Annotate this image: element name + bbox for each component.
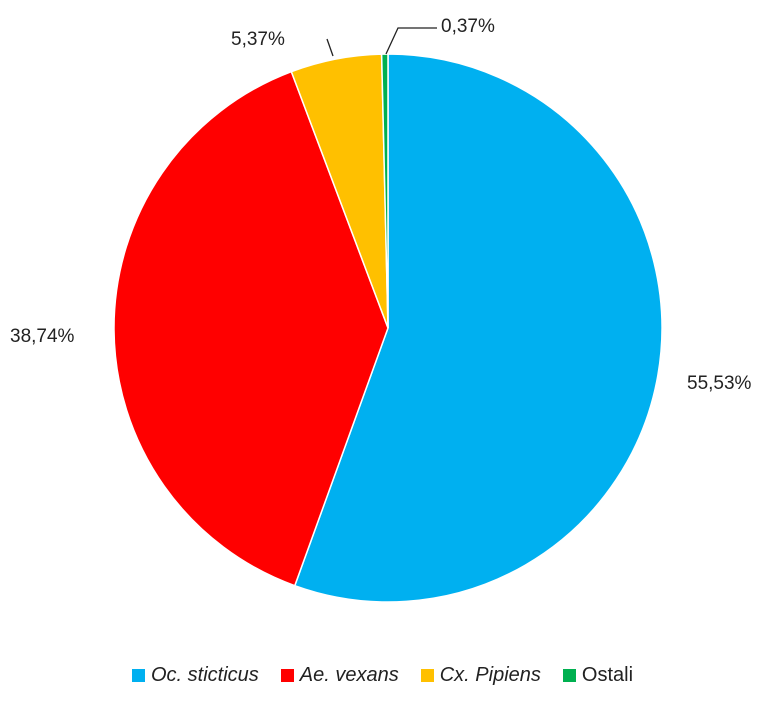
legend-label: Ae. vexans (299, 663, 399, 686)
legend-label: Cx. Pipiens (439, 663, 541, 686)
legend-item: Cx. Pipiens (420, 663, 541, 687)
legend-label: Oc. sticticus (150, 663, 259, 686)
pie-slice-ostali (380, 53, 389, 329)
legend-label: Ostali (581, 663, 634, 686)
leader-line (385, 27, 437, 55)
data-label: 0,37% (441, 16, 495, 37)
legend-swatch (131, 668, 145, 682)
legend: Oc. sticticus Ae. vexans Cx. Pipiens Ostali (0, 660, 765, 690)
legend-item: Ostali (562, 663, 634, 687)
legend-swatch (280, 668, 294, 682)
legend-swatch (420, 668, 434, 682)
legend-swatch (562, 668, 576, 682)
data-label: 55,53% (687, 373, 752, 394)
legend-item: Ae. vexans (280, 663, 399, 687)
data-label: 38,74% (10, 326, 75, 347)
legend-item: Oc. sticticus (131, 663, 259, 687)
leader-line (326, 38, 334, 57)
pie-chart: 55,53% 38,74% 5,37% 0,37% (10, 16, 752, 603)
pie-slice-ae-vexans (113, 70, 389, 587)
pie-slice-oc-sticticus (293, 53, 663, 603)
data-label: 5,37% (231, 29, 285, 50)
